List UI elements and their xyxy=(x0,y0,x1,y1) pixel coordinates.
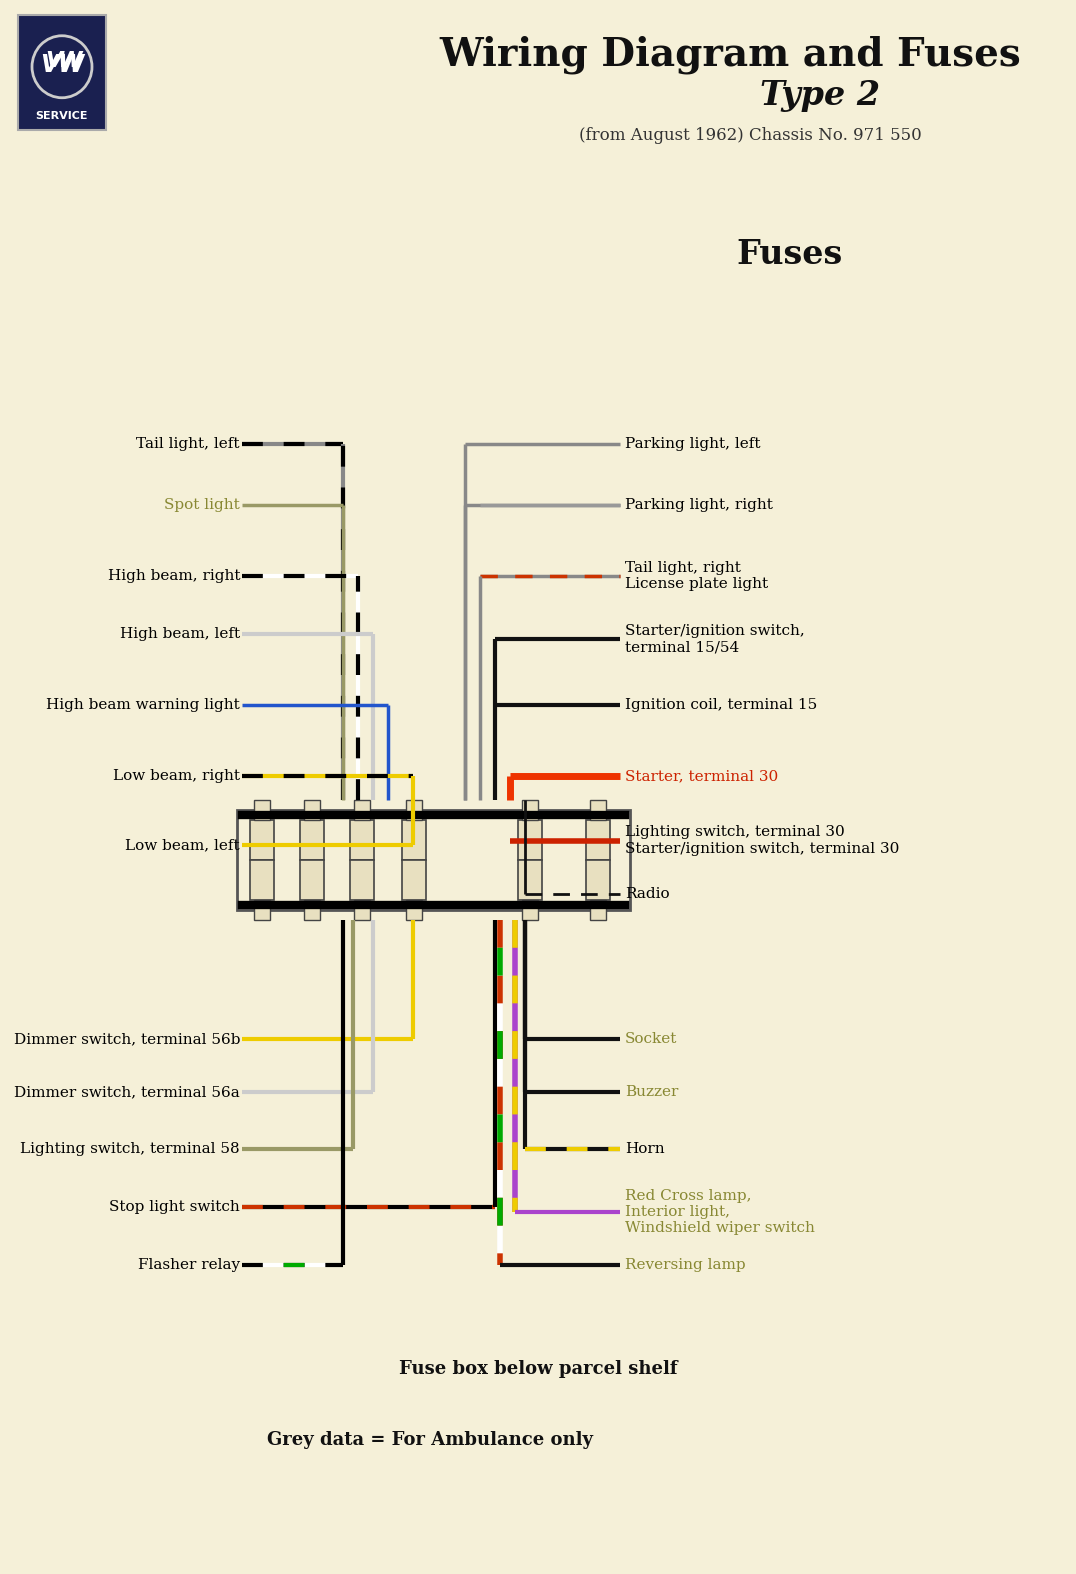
Text: Stop light switch: Stop light switch xyxy=(110,1201,240,1214)
Bar xyxy=(518,859,542,900)
Text: Socket: Socket xyxy=(625,1033,678,1045)
Text: Lighting switch, terminal 58: Lighting switch, terminal 58 xyxy=(20,1143,240,1155)
Text: Dimmer switch, terminal 56a: Dimmer switch, terminal 56a xyxy=(14,1086,240,1099)
Bar xyxy=(254,800,270,820)
Ellipse shape xyxy=(32,36,93,98)
Text: W: W xyxy=(58,50,82,71)
Text: High beam warning light: High beam warning light xyxy=(46,699,240,711)
Text: Lighting switch, terminal 30
Starter/ignition switch, terminal 30: Lighting switch, terminal 30 Starter/ign… xyxy=(625,825,900,856)
Text: Tail light, left: Tail light, left xyxy=(137,438,240,450)
Bar xyxy=(350,820,374,859)
Text: Type 2: Type 2 xyxy=(760,79,880,112)
Text: Grey data = For Ambulance only: Grey data = For Ambulance only xyxy=(267,1431,593,1450)
Text: Starter/ignition switch,
terminal 15/54: Starter/ignition switch, terminal 15/54 xyxy=(625,623,805,655)
Bar xyxy=(354,900,370,919)
Text: Tail light, right
License plate light: Tail light, right License plate light xyxy=(625,560,768,592)
Bar xyxy=(590,800,606,820)
Bar xyxy=(300,820,324,859)
Text: Buzzer: Buzzer xyxy=(625,1086,678,1099)
Text: Horn: Horn xyxy=(625,1143,665,1155)
Bar xyxy=(305,800,320,820)
Text: Parking light, right: Parking light, right xyxy=(625,499,773,512)
Text: (from August 1962) Chassis No. 971 550: (from August 1962) Chassis No. 971 550 xyxy=(579,126,921,143)
Bar xyxy=(586,859,610,900)
Text: Flasher relay: Flasher relay xyxy=(138,1259,240,1272)
Text: Low beam, right: Low beam, right xyxy=(113,770,240,782)
Bar xyxy=(590,900,606,919)
Bar xyxy=(18,16,107,131)
Text: Red Cross lamp,
Interior light,
Windshield wiper switch: Red Cross lamp, Interior light, Windshie… xyxy=(625,1188,815,1236)
Text: Fuse box below parcel shelf: Fuse box below parcel shelf xyxy=(399,1360,677,1379)
Text: Reversing lamp: Reversing lamp xyxy=(625,1259,746,1272)
Bar xyxy=(254,900,270,919)
Bar xyxy=(237,811,631,910)
Text: Low beam, left: Low beam, left xyxy=(126,839,240,852)
Bar xyxy=(300,859,324,900)
Text: High beam, right: High beam, right xyxy=(108,570,240,582)
Bar xyxy=(586,820,610,859)
Bar xyxy=(402,820,426,859)
Text: Starter, terminal 30: Starter, terminal 30 xyxy=(625,770,778,782)
Bar xyxy=(250,820,274,859)
Bar xyxy=(402,859,426,900)
Text: SERVICE: SERVICE xyxy=(36,112,88,121)
Text: VW: VW xyxy=(40,54,84,77)
Text: Dimmer switch, terminal 56b: Dimmer switch, terminal 56b xyxy=(14,1033,240,1045)
Bar xyxy=(250,859,274,900)
Text: Ignition coil, terminal 15: Ignition coil, terminal 15 xyxy=(625,699,818,711)
Text: Spot light: Spot light xyxy=(165,499,240,512)
Bar xyxy=(350,859,374,900)
Bar xyxy=(305,900,320,919)
Bar xyxy=(522,900,538,919)
Text: Parking light, left: Parking light, left xyxy=(625,438,761,450)
Text: Wiring Diagram and Fuses: Wiring Diagram and Fuses xyxy=(439,36,1021,74)
Text: V: V xyxy=(45,50,62,71)
Bar xyxy=(522,800,538,820)
Bar xyxy=(406,900,422,919)
Bar xyxy=(354,800,370,820)
Text: High beam, left: High beam, left xyxy=(119,628,240,641)
Text: Fuses: Fuses xyxy=(737,239,844,271)
Bar xyxy=(518,820,542,859)
Text: Radio: Radio xyxy=(625,888,669,900)
Bar xyxy=(406,800,422,820)
